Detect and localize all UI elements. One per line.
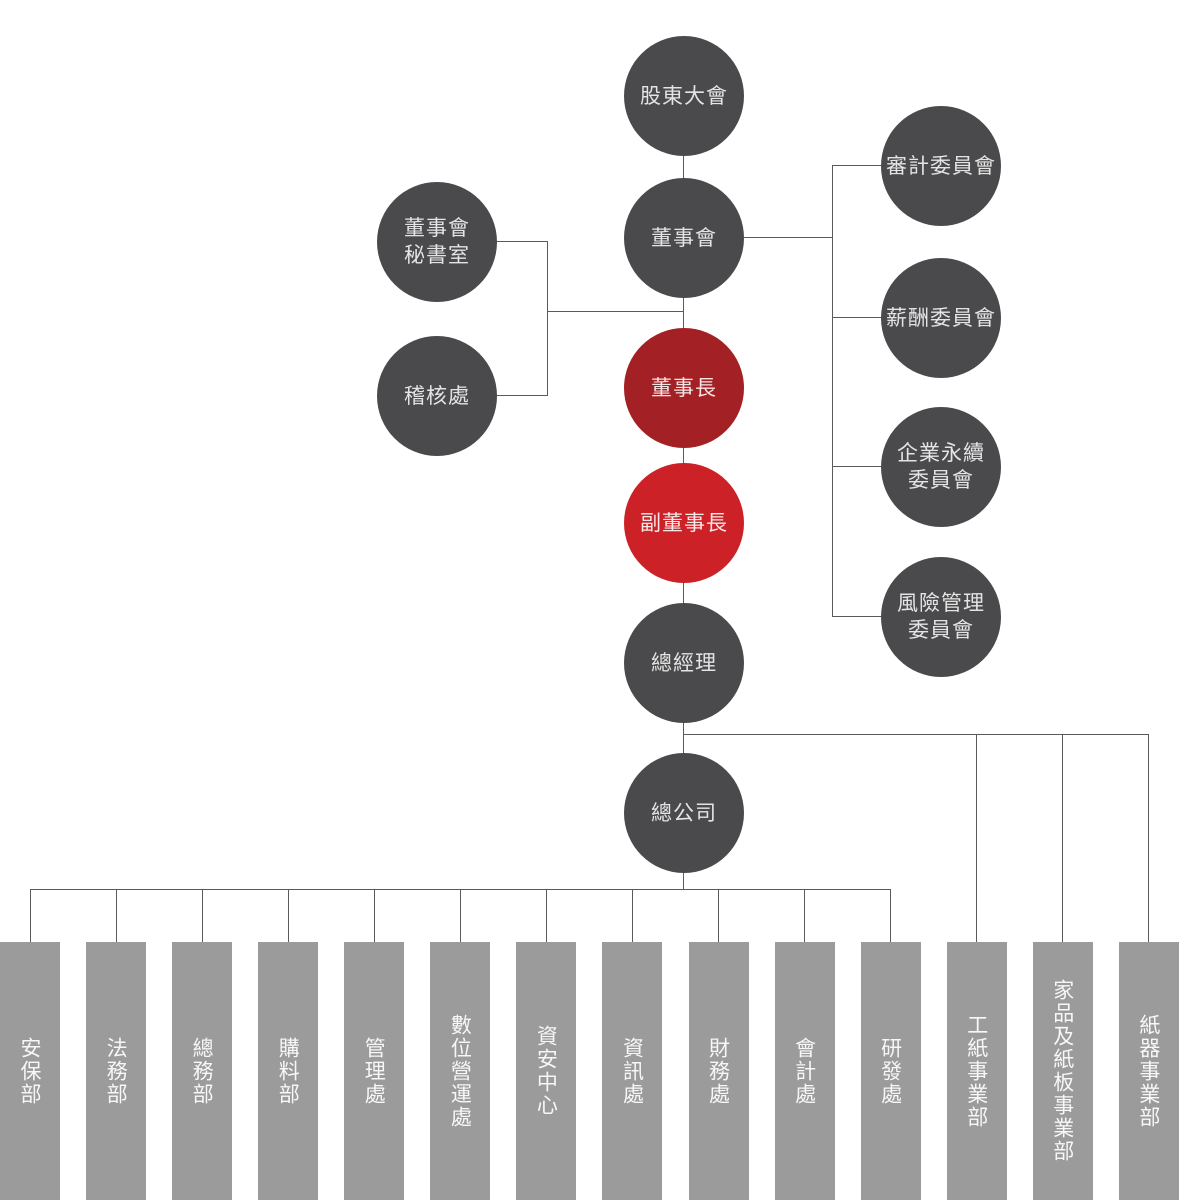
dept-infosec-center: 資安中心 <box>516 890 577 1200</box>
dept-legal: 法務部 <box>86 890 147 1200</box>
node-committee-sustainability: 企業永續 委員會 <box>881 407 1001 527</box>
dept-information: 資訊處 <box>602 890 663 1200</box>
dept-label: 資安中心 <box>534 1025 559 1117</box>
node-label: 股東大會 <box>640 83 728 108</box>
node-label: 薪酬委員會 <box>886 305 996 330</box>
node-label: 董事會 <box>651 225 717 250</box>
dept-label: 數位營運處 <box>448 1013 473 1129</box>
node-label: 企業永續 委員會 <box>897 441 985 492</box>
node-audit-office: 稽核處 <box>377 336 497 456</box>
node-label: 董事會 秘書室 <box>404 216 470 267</box>
dept-label: 資訊處 <box>620 1036 645 1106</box>
connector-departments <box>30 889 891 890</box>
dept-label: 家品及紙板事業部 <box>1050 979 1075 1163</box>
node-board-secretariat: 董事會 秘書室 <box>377 182 497 302</box>
dept-management: 管理處 <box>344 890 405 1200</box>
connector-left-vertical <box>547 241 548 396</box>
dept-general-affairs: 總務部 <box>172 890 233 1200</box>
dept-label: 法務部 <box>104 1036 129 1106</box>
dept-rnd: 研發處 <box>860 890 921 1200</box>
dept-accounting: 會計處 <box>774 890 835 1200</box>
dept-label: 總務部 <box>190 1036 215 1106</box>
connector-business-units <box>683 734 1149 735</box>
node-shareholders-meeting: 股東大會 <box>624 36 744 156</box>
department-row: 安保部 法務部 總務部 購料部 管理處 數位營運處 資安中心 資訊處 財務處 會… <box>0 735 1179 1200</box>
dept-digital-operations: 數位營運處 <box>430 890 491 1200</box>
dept-label: 會計處 <box>792 1036 817 1106</box>
node-label: 總公司 <box>651 800 717 825</box>
dept-label: 管理處 <box>362 1036 387 1106</box>
connector-left-join <box>547 311 684 312</box>
node-label: 風險管理 委員會 <box>897 591 985 642</box>
node-label: 稽核處 <box>404 383 470 408</box>
node-president: 總經理 <box>624 603 744 723</box>
node-committee-audit: 審計委員會 <box>881 106 1001 226</box>
bu-industrial-paper: 工紙事業部 <box>946 735 1007 1200</box>
node-label: 審計委員會 <box>886 153 996 178</box>
dept-label: 購料部 <box>276 1036 301 1106</box>
node-committee-risk-management: 風險管理 委員會 <box>881 557 1001 677</box>
dept-label: 安保部 <box>18 1036 42 1106</box>
dept-label: 研發處 <box>878 1036 903 1106</box>
node-vice-chairman: 副董事長 <box>624 463 744 583</box>
dept-label: 紙器事業部 <box>1136 1013 1161 1129</box>
dept-label: 工紙事業部 <box>964 1013 989 1129</box>
dept-label: 財務處 <box>706 1036 731 1106</box>
node-label: 董事長 <box>651 375 717 400</box>
dept-purchasing: 購料部 <box>258 890 319 1200</box>
dept-security: 安保部 <box>0 890 60 1200</box>
node-label: 副董事長 <box>640 510 728 535</box>
bu-paper-container: 紙器事業部 <box>1118 735 1179 1200</box>
dept-finance: 財務處 <box>688 890 749 1200</box>
connector-committees-vertical <box>832 165 833 617</box>
node-label: 總經理 <box>651 650 717 675</box>
connector-board-to-committees <box>684 237 833 238</box>
node-board-of-directors: 董事會 <box>624 178 744 298</box>
node-head-office: 總公司 <box>624 753 744 873</box>
node-committee-compensation: 薪酬委員會 <box>881 258 1001 378</box>
bu-household-and-paperboard: 家品及紙板事業部 <box>1032 735 1093 1200</box>
node-chairman: 董事長 <box>624 328 744 448</box>
